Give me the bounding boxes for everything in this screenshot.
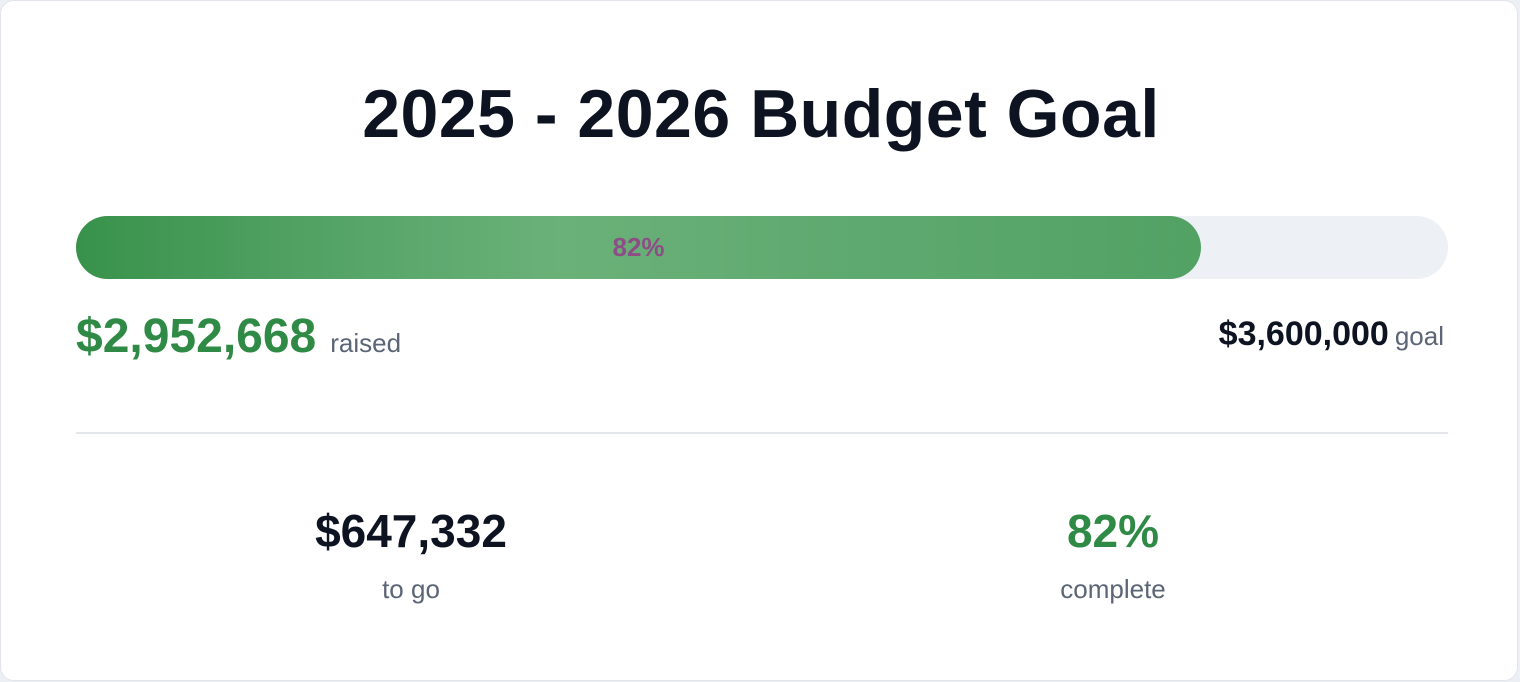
goal-amount: $3,600,000 <box>1218 315 1389 353</box>
progress-percent-label: 82% <box>612 232 665 262</box>
divider <box>76 432 1448 434</box>
complete-label: complete <box>1060 574 1166 604</box>
page-title: 2025 - 2026 Budget Goal <box>362 76 1160 152</box>
goal-summary: $3,600,000 goal <box>1219 315 1444 354</box>
complete-stat: 82% complete <box>863 501 1363 605</box>
progress-bar-fill <box>76 216 1202 279</box>
progress-bar: 82% <box>76 216 1448 279</box>
to-go-label: to go <box>382 574 440 604</box>
raised-summary: $2,952,668 raised <box>76 309 401 364</box>
complete-value: 82% <box>1066 505 1160 557</box>
to-go-value: $647,332 <box>315 505 507 557</box>
to-go-stat: $647,332 to go <box>161 501 661 605</box>
raised-amount: $2,952,668 <box>76 310 317 363</box>
raised-label: raised <box>330 328 402 358</box>
goal-label: goal <box>1394 321 1444 351</box>
